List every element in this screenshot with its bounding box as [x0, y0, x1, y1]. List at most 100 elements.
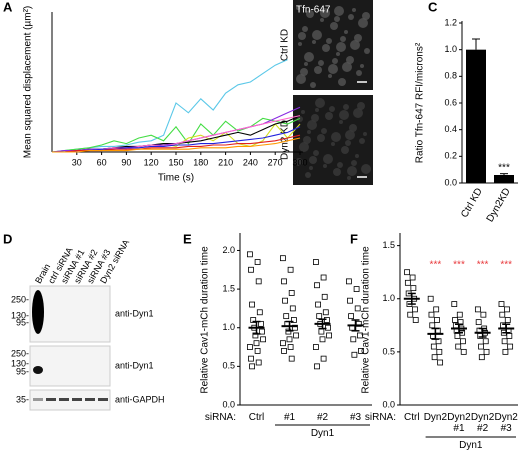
x-tick-label: 240 [243, 157, 258, 167]
blot-strip [29, 389, 111, 411]
x-tick-label: Dyn2 [423, 412, 448, 423]
significance: *** [430, 260, 442, 271]
cell-speckle [354, 34, 362, 42]
data-point [354, 305, 361, 312]
cell-speckle [347, 166, 357, 176]
data-point [249, 301, 256, 308]
x-tick-label: 120 [144, 157, 159, 167]
data-point [320, 274, 327, 281]
cell-speckle [302, 26, 308, 32]
y-tick-label: 0.0 [444, 177, 457, 187]
y-tick-label: 0.2 [444, 151, 457, 161]
data-point [410, 285, 417, 292]
data-point [321, 293, 328, 300]
y-tick-label: 0.8 [444, 71, 457, 81]
data-point [281, 348, 287, 354]
panel-label: A [3, 0, 13, 14]
data-point [248, 355, 254, 362]
data-point [427, 295, 434, 302]
cell-speckle [310, 82, 316, 88]
data-point [257, 320, 264, 327]
cell-speckle [309, 166, 313, 170]
data-point [431, 354, 438, 361]
data-point [456, 311, 463, 318]
y-tick-label: 1.0 [382, 293, 395, 303]
cell-speckle [334, 6, 344, 16]
cell-speckle [323, 164, 327, 168]
data-point [312, 344, 319, 350]
x-axis-title: siRNA: [204, 412, 236, 423]
cell-speckle [307, 130, 311, 134]
x-tick-label: 270 [268, 157, 283, 167]
data-point [502, 348, 509, 355]
cell-speckle [355, 154, 359, 158]
band [46, 398, 56, 401]
x-tick-label: Dyn2 #2 [470, 412, 495, 434]
cell-speckle [307, 120, 317, 130]
panel-label: E [183, 231, 192, 246]
data-point [498, 301, 505, 307]
data-point [430, 343, 437, 350]
cell-speckle [299, 142, 309, 152]
bar [494, 175, 514, 183]
cell-speckle [339, 110, 349, 120]
data-point [455, 343, 462, 350]
cell-speckle [312, 30, 322, 40]
y-axis-title: Relative Cav1-mCh duration time [361, 246, 372, 394]
panel-label: D [3, 231, 12, 246]
data-point [452, 317, 458, 323]
cell-speckle [315, 98, 325, 108]
data-point [347, 297, 353, 304]
x-tick-label: 90 [121, 157, 131, 167]
cell-speckle [314, 66, 322, 74]
x-axis-title: Time (s) [158, 173, 194, 184]
data-point [436, 348, 443, 355]
cell-speckle [359, 138, 365, 144]
cell-speckle [298, 42, 302, 46]
y-tick-label: 0.0 [222, 399, 235, 409]
x-axis-title: siRNA: [364, 412, 396, 423]
data-point [316, 313, 323, 320]
data-point [351, 351, 358, 358]
cell-speckle [336, 52, 340, 56]
y-tick-label: 1.0 [444, 44, 457, 54]
y-tick-label: 0.5 [222, 361, 235, 371]
cell-speckle [349, 124, 357, 132]
data-point [255, 359, 262, 366]
cell-speckle [338, 78, 346, 86]
data-point [250, 317, 257, 323]
group-label: Dyn1 [310, 428, 335, 439]
data-point [412, 306, 418, 313]
cell-speckle [322, 44, 330, 52]
x-tick-label: Dyn2KD [485, 186, 513, 224]
data-point [348, 313, 355, 320]
cell-speckle [329, 106, 335, 112]
mw-marker: 130- [11, 358, 29, 368]
y-tick-label: 0.4 [444, 124, 457, 134]
data-point [504, 317, 511, 323]
data-point [283, 313, 290, 320]
data-point [252, 332, 259, 339]
significance: *** [498, 162, 510, 173]
bar [466, 49, 486, 183]
data-point [480, 311, 487, 318]
cell-speckle [320, 8, 330, 18]
significance: *** [453, 260, 465, 271]
x-tick-label: 180 [193, 157, 208, 167]
cell-speckle [356, 70, 362, 76]
data-point [293, 332, 300, 339]
data-point [315, 301, 322, 308]
cell-speckle [352, 8, 356, 12]
x-tick-label: Ctrl [404, 412, 420, 423]
cell-speckle [301, 110, 305, 114]
cell-speckle [332, 58, 338, 64]
cell-speckle [347, 176, 351, 180]
x-tick-label: Ctrl [248, 412, 265, 423]
cell-speckle [296, 6, 300, 10]
cell-speckle [364, 48, 370, 54]
data-point [434, 317, 440, 323]
data-point [501, 338, 508, 345]
series-line [51, 117, 301, 153]
